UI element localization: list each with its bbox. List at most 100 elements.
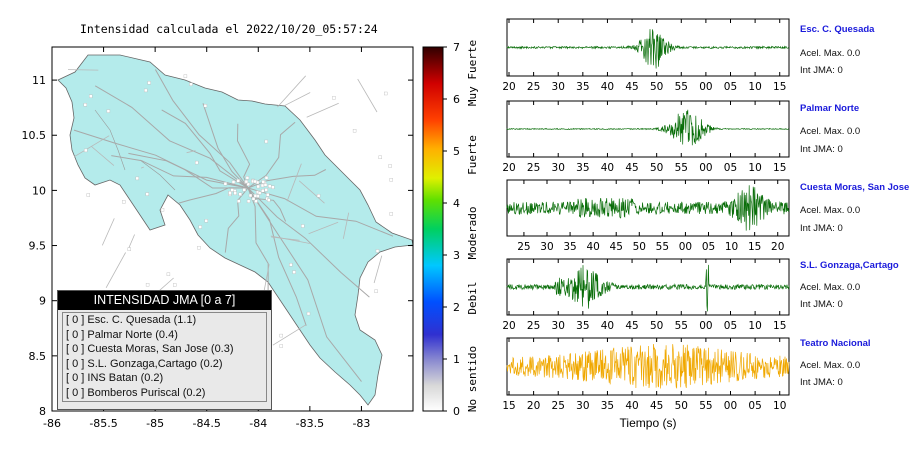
city-marker bbox=[292, 270, 296, 274]
seismogram-tick-label: 10 bbox=[748, 81, 761, 93]
road bbox=[272, 324, 307, 346]
road bbox=[247, 187, 307, 326]
legend-item: [ 0 ] Palmar Norte (0.4) bbox=[66, 328, 178, 341]
map-x-tick-label: -83 bbox=[352, 417, 370, 430]
city-marker bbox=[89, 94, 93, 98]
city-marker bbox=[242, 188, 246, 192]
seismogram-tick-label: 25 bbox=[552, 400, 565, 412]
station-name: Cuesta Moras, San Jose bbox=[800, 182, 910, 193]
city-marker bbox=[160, 207, 165, 212]
legend-title: INTENSIDAD JMA [0 a 7] bbox=[58, 291, 271, 310]
colorbar-class-label: Moderado bbox=[466, 207, 479, 260]
city-marker bbox=[122, 200, 126, 204]
map-x-tick-label: -83.5 bbox=[296, 417, 324, 430]
seismogram-tick-label: 00 bbox=[724, 400, 737, 412]
road bbox=[247, 187, 362, 382]
city-marker bbox=[253, 179, 257, 184]
colorbar-tick-label: 0 bbox=[453, 405, 460, 418]
city-marker bbox=[244, 179, 249, 184]
seismogram-tick-label: 35 bbox=[576, 162, 589, 174]
road-network bbox=[67, 69, 394, 389]
seismogram-tick-label: 55 bbox=[675, 320, 688, 332]
city-marker bbox=[301, 224, 305, 228]
legend-item: [ 0 ] Esc. C. Quesada (1.1) bbox=[66, 314, 197, 326]
city-marker bbox=[236, 199, 241, 203]
seismogram-tick-label: 25 bbox=[527, 162, 540, 174]
city-marker bbox=[266, 193, 270, 197]
map-x-tick-label: -86 bbox=[43, 417, 61, 430]
road bbox=[224, 187, 249, 253]
road bbox=[105, 252, 126, 288]
city-marker bbox=[254, 199, 258, 203]
colorbar-tick-label: 5 bbox=[453, 145, 460, 158]
seismogram-tick-label: 45 bbox=[650, 400, 663, 412]
seismogram-tick-label: 40 bbox=[601, 162, 614, 174]
legend-list: [ 0 ] Esc. C. Quesada (1.1) [ 0 ] Palmar… bbox=[62, 312, 267, 402]
seismogram-trace bbox=[506, 343, 790, 389]
seismogram-x-label: Tiempo (s) bbox=[620, 416, 677, 430]
seismogram-tick-label: 45 bbox=[625, 162, 638, 174]
seismogram-tick-label: 15 bbox=[502, 400, 515, 412]
road bbox=[247, 121, 296, 189]
road bbox=[373, 255, 383, 284]
city-marker bbox=[189, 82, 193, 86]
city-marker bbox=[231, 180, 236, 184]
map-y-tick-label: 11 bbox=[32, 74, 46, 87]
station-acel: Acel. Max. 0.0 bbox=[800, 126, 861, 137]
seismogram-tick-label: 10 bbox=[748, 162, 761, 174]
city-marker bbox=[183, 74, 188, 78]
colorbar-ticks: 7 6 5 4 3 2 1 0 Muy Fuerte Fuerte Moderado Debil No … bbox=[443, 40, 479, 418]
city-marker bbox=[264, 176, 269, 180]
station-jma: Int JMA: 0 bbox=[800, 223, 843, 234]
road bbox=[74, 135, 110, 158]
seismogram-tick-label: 20 bbox=[502, 162, 515, 174]
land-shape bbox=[57, 54, 413, 406]
seismogram-tick-label: 00 bbox=[699, 162, 712, 174]
city-marker bbox=[245, 176, 250, 180]
city-marker bbox=[279, 344, 283, 348]
station-jma: Int JMA: 0 bbox=[800, 299, 843, 310]
map-x-tick-label: -85.5 bbox=[89, 417, 117, 430]
road bbox=[286, 163, 302, 202]
road bbox=[67, 69, 99, 71]
seismogram-trace bbox=[506, 264, 790, 312]
city-marker bbox=[263, 183, 268, 187]
legend-item: [ 0 ] Cuesta Moras, San Jose (0.3) bbox=[66, 343, 234, 356]
colorbar-tick-label: 3 bbox=[453, 249, 460, 262]
station-name: Teatro Nacional bbox=[800, 338, 871, 349]
colorbar-class-label: Muy Fuerte bbox=[466, 40, 479, 106]
road bbox=[140, 166, 144, 169]
seismogram-tick-label: 10 bbox=[773, 400, 786, 412]
station-acel: Acel. Max. 0.0 bbox=[800, 205, 861, 216]
city-marker bbox=[127, 247, 132, 251]
seismogram-tick-label: 25 bbox=[527, 81, 540, 93]
seismogram-tick-label: 20 bbox=[527, 400, 540, 412]
city-marker bbox=[248, 193, 253, 198]
city-marker bbox=[257, 191, 262, 195]
station-name: Palmar Norte bbox=[800, 103, 860, 114]
colorbar-tick-label: 4 bbox=[453, 197, 460, 210]
city-marker bbox=[203, 103, 208, 108]
map-frame bbox=[51, 46, 414, 412]
seismogram-trace bbox=[506, 109, 790, 146]
road bbox=[270, 235, 310, 244]
city-marker bbox=[352, 128, 357, 133]
seismogram-tick-label: 00 bbox=[699, 320, 712, 332]
legend-item: [ 0 ] S.L. Gonzaga,Cartago (0.2) bbox=[66, 357, 223, 370]
city-marker bbox=[197, 245, 201, 250]
seismogram-tick-label: 45 bbox=[625, 320, 638, 332]
legend-item: [ 0 ] INS Batan (0.2) bbox=[66, 372, 164, 385]
seismogram-tick-label: 55 bbox=[656, 241, 669, 253]
road bbox=[154, 69, 249, 189]
city-marker bbox=[375, 249, 380, 253]
map-y-tick-label: 10.5 bbox=[22, 129, 47, 142]
road bbox=[342, 212, 350, 239]
seismogram-tick-label: 35 bbox=[563, 241, 576, 253]
city-marker bbox=[378, 155, 382, 160]
station-jma: Int JMA: 0 bbox=[800, 65, 843, 76]
seismogram-tick-label: 00 bbox=[679, 241, 692, 253]
seismogram-tick-label: 15 bbox=[773, 162, 786, 174]
seismogram-tick-label: 10 bbox=[748, 320, 761, 332]
city-marker bbox=[230, 188, 235, 192]
